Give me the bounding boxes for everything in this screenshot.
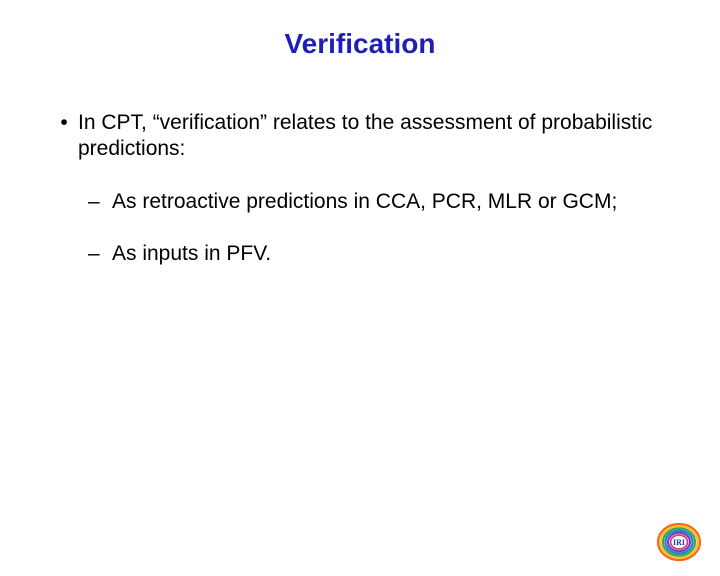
page-title: Verification bbox=[50, 28, 670, 60]
iri-logo: IRI bbox=[656, 522, 702, 562]
main-bullet: • In CPT, “verification” relates to the … bbox=[50, 110, 670, 163]
sub-bullet-text: As retroactive predictions in CCA, PCR, … bbox=[112, 189, 670, 215]
slide: Verification • In CPT, “verification” re… bbox=[0, 0, 720, 576]
logo-text: IRI bbox=[673, 538, 685, 547]
bullet-marker: • bbox=[50, 110, 78, 163]
main-bullet-text: In CPT, “verification” relates to the as… bbox=[78, 110, 670, 163]
sub-bullet-marker: – bbox=[88, 189, 112, 215]
sub-bullet: – As inputs in PFV. bbox=[88, 241, 670, 267]
sub-bullet-text: As inputs in PFV. bbox=[112, 241, 670, 267]
sub-bullet-marker: – bbox=[88, 241, 112, 267]
sub-bullet: – As retroactive predictions in CCA, PCR… bbox=[88, 189, 670, 215]
